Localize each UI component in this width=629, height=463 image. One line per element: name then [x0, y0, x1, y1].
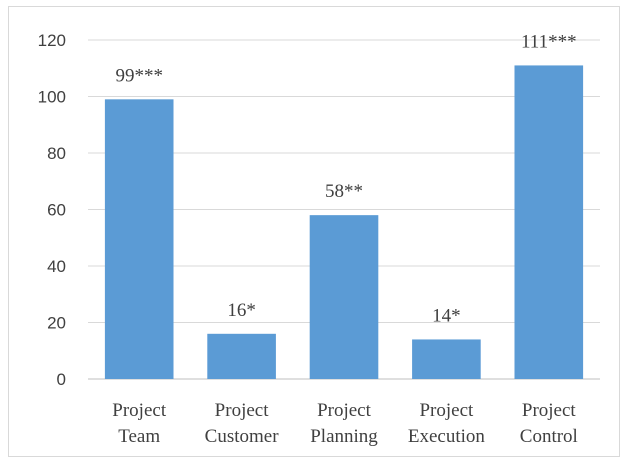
y-axis-ticks: 0 20 40 60 80 100 120 [38, 31, 66, 389]
y-tick-label: 0 [57, 370, 66, 389]
data-label: 99*** [115, 65, 163, 86]
bars [104, 65, 584, 380]
x-axis-ticks: Project Team Project Customer Project Plannin… [112, 400, 578, 447]
y-tick-label: 80 [47, 144, 66, 163]
x-tick-label: Project Planning [310, 400, 378, 447]
data-labels: 99*** 16* 58** 14* 111*** [115, 31, 576, 326]
data-label: 16* [227, 300, 256, 321]
x-tick-label: Project Control [520, 400, 578, 447]
bar [104, 99, 174, 379]
y-tick-label: 100 [38, 88, 66, 107]
x-tick-label: Project Execution [408, 400, 486, 447]
y-tick-label: 120 [38, 31, 66, 50]
bar [309, 215, 379, 379]
bar [514, 65, 584, 380]
data-label: 58** [325, 181, 363, 202]
bar [412, 339, 481, 379]
x-tick-label: Project Team [112, 400, 167, 447]
data-label: 111*** [521, 31, 577, 52]
y-tick-label: 40 [47, 257, 66, 276]
bar [207, 333, 276, 379]
data-label: 14* [432, 305, 461, 326]
y-tick-label: 20 [47, 314, 66, 333]
x-tick-label: Project Customer [205, 400, 280, 447]
y-tick-label: 60 [47, 201, 66, 220]
